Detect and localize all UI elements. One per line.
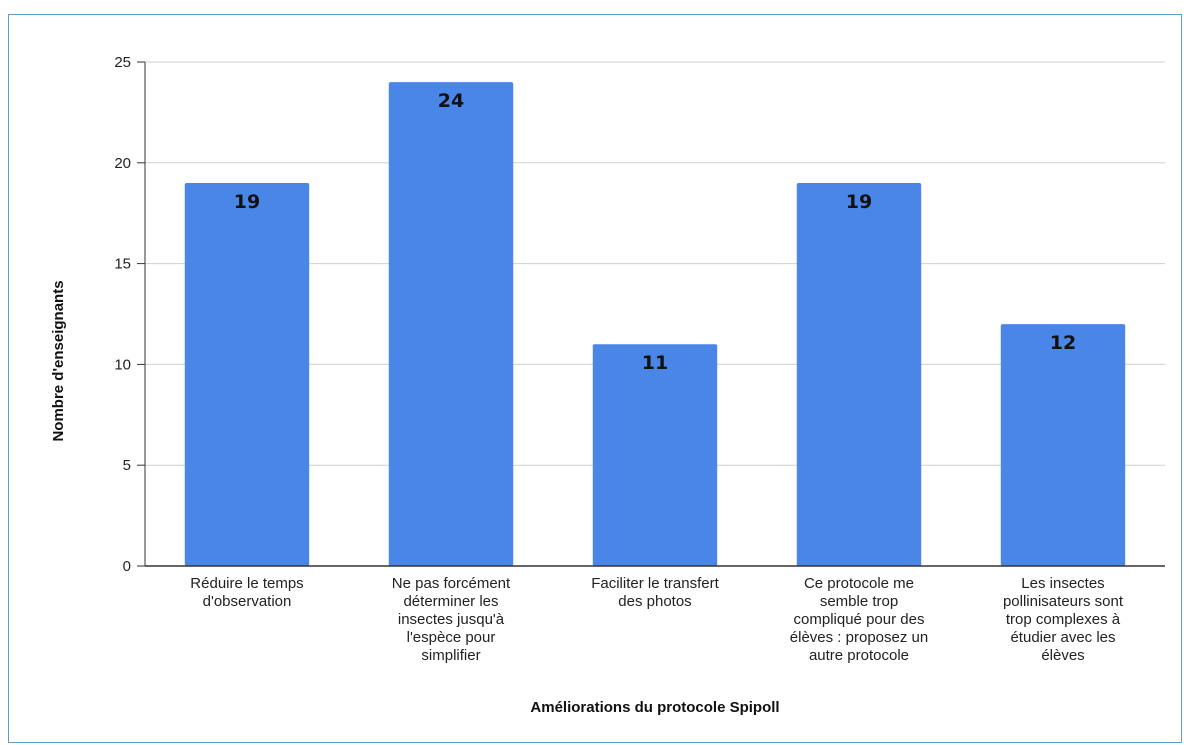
x-category-label-line: Ce protocole me [804, 575, 914, 592]
x-category-label-line: l'espèce pour [407, 629, 496, 646]
x-category-label-line: des photos [618, 593, 691, 610]
bars: 19 24 11 19 12 [184, 82, 1126, 566]
y-axis-title: Nombre d'enseignants [50, 280, 67, 441]
x-category-label-line: autre protocole [809, 647, 909, 664]
bar [184, 182, 310, 566]
x-category-label-line: semble trop [820, 593, 898, 610]
data-label: 24 [438, 90, 464, 112]
x-category-label: Ce protocole me semble trop compliqué pour… [790, 575, 928, 664]
y-tick-label: 20 [114, 155, 131, 172]
x-category-label-line: Réduire le temps [190, 575, 303, 592]
y-tick-label: 5 [123, 457, 131, 474]
x-category-label: Faciliter le transfert des photos [591, 575, 719, 610]
bar [796, 182, 922, 566]
x-category-label-line: pollinisateurs sont [1003, 593, 1124, 610]
bar [388, 82, 514, 566]
x-category-label: Réduire le temps d'observation [190, 575, 303, 610]
x-category-label-line: simplifier [421, 647, 480, 664]
x-category-label-line: déterminer les [403, 593, 498, 610]
x-category-label-line: trop complexes à [1006, 611, 1121, 628]
x-category-label-line: Faciliter le transfert [591, 575, 719, 592]
x-category-label-line: élèves : proposez un [790, 629, 928, 646]
bar [1000, 324, 1126, 566]
x-category-label: Les insectes pollinisateurs sont trop comp… [1003, 575, 1124, 664]
data-label: 12 [1050, 332, 1076, 354]
x-category-label-line: Ne pas forcément [392, 575, 511, 592]
x-category-label-line: compliqué pour des [794, 611, 925, 628]
y-tick-label: 10 [114, 356, 131, 373]
x-category-label-line: Les insectes [1021, 575, 1104, 592]
x-category-label: Ne pas forcément déterminer les insectes j… [392, 575, 511, 664]
data-label: 19 [846, 191, 872, 213]
x-category-label-line: d'observation [203, 593, 292, 610]
x-axis-title: Améliorations du protocole Spipoll [530, 699, 779, 716]
x-category-label-line: insectes jusqu'à [398, 611, 505, 628]
bar [592, 344, 718, 566]
y-tick-label: 25 [114, 54, 131, 71]
y-tick-label: 0 [123, 558, 131, 575]
x-category-label-line: élèves [1041, 647, 1084, 664]
y-tick-label: 15 [114, 256, 131, 273]
data-label: 19 [234, 191, 260, 213]
x-category-label-line: étudier avec les [1010, 629, 1115, 646]
x-axis: Réduire le temps d'observation Ne pas forc… [145, 565, 1165, 664]
y-axis: 0 5 10 15 20 25 [114, 54, 146, 575]
data-label: 11 [642, 352, 668, 374]
